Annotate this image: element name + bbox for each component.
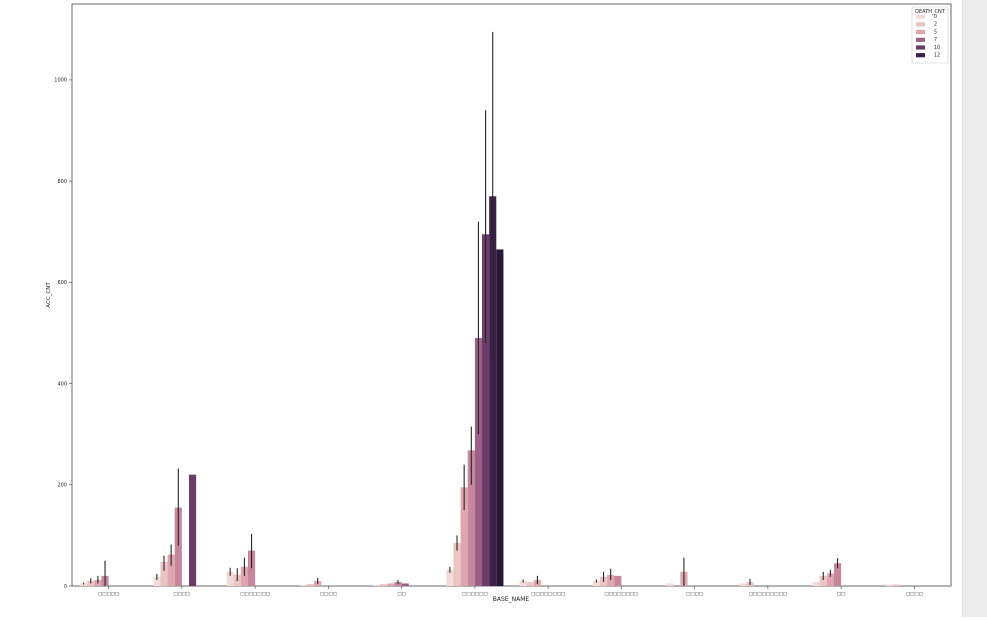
bar — [482, 234, 490, 586]
bar — [299, 584, 307, 586]
legend-entry-label: 7 — [934, 37, 937, 43]
x-tick-label: □□□□ — [906, 592, 923, 597]
bar — [453, 542, 461, 586]
bar — [526, 581, 534, 586]
bar — [460, 487, 468, 586]
bar — [80, 583, 88, 586]
y-tick-label: 600 — [57, 280, 67, 286]
vertical-scrollbar[interactable] — [962, 0, 987, 617]
x-tick-label: □□□□ — [173, 592, 190, 597]
x-tick-label: □□□□□□□□□ — [749, 592, 787, 597]
bar — [489, 196, 497, 586]
bar — [614, 575, 622, 586]
x-tick-label: □□□□□□□ — [240, 592, 270, 597]
legend-entry-label: 2 — [934, 22, 937, 28]
legend-swatch — [916, 22, 925, 27]
legend-swatch — [916, 37, 925, 42]
x-tick-label: □□□□ — [320, 592, 337, 597]
legend: DEATH_CNT 0 25 7 10 12 — [911, 6, 949, 64]
bar — [812, 581, 820, 586]
y-axis-label: ACC_CNT — [46, 282, 52, 308]
legend-swatch — [916, 14, 925, 19]
bar — [826, 573, 834, 586]
y-tick-label: 1000 — [54, 78, 67, 84]
bar — [401, 583, 409, 586]
bar — [519, 580, 527, 586]
bar — [306, 583, 315, 586]
bar — [885, 584, 893, 586]
legend-swatch — [916, 45, 925, 50]
bar — [174, 507, 182, 586]
bar — [240, 566, 248, 586]
x-tick-label: □□□□□ — [98, 592, 119, 597]
bar — [446, 569, 454, 586]
bar — [833, 563, 842, 586]
bar — [387, 583, 395, 586]
bar — [467, 450, 475, 586]
bar — [739, 583, 747, 586]
bar — [160, 561, 168, 586]
bar — [607, 574, 615, 586]
legend-entry-label: 12 — [934, 53, 940, 59]
legend-entry-label: 0 — [934, 14, 937, 20]
legend-title: DEATH_CNT — [915, 9, 946, 15]
x-tick-label: □□□□□□□□ — [604, 592, 638, 597]
legend-entry-label: 10 — [934, 45, 940, 51]
bar — [892, 584, 901, 586]
bar — [380, 583, 388, 586]
y-tick-label: 400 — [57, 381, 67, 387]
bar — [189, 474, 197, 586]
y-tick-label: 200 — [57, 483, 67, 489]
x-tick-label: □□□□□□ — [462, 592, 488, 597]
x-tick-label: □□ — [397, 592, 406, 597]
error-bars-group — [83, 31, 839, 586]
x-axis-label: BASE_NAME — [493, 596, 530, 603]
bar — [496, 249, 504, 586]
bar — [167, 554, 175, 586]
x-tick-label: □□□□□□□□ — [531, 592, 565, 597]
bar — [474, 338, 483, 586]
chart-area: 0 200 400 600 800 1000 □□□□□ □□□□ □□□□□□□ □□□□ □□… — [46, 3, 952, 603]
legend-entry-label: 5 — [934, 29, 937, 35]
bar — [373, 584, 381, 586]
bar — [226, 571, 234, 586]
y-axis: 0 200 400 600 800 1000 — [54, 78, 72, 590]
bar — [153, 576, 161, 586]
x-tick-label: □□□□ — [686, 592, 703, 597]
legend-swatch — [916, 53, 925, 58]
plot-frame — [71, 3, 952, 587]
bar — [819, 575, 827, 586]
y-tick-label: 0 — [64, 584, 67, 590]
bar — [592, 580, 600, 586]
legend-swatch — [916, 30, 925, 35]
x-axis: □□□□□ □□□□ □□□□□□□ □□□□ □□ □□□□□□ □□□□□□□□ □□□□… — [98, 586, 923, 597]
y-tick-label: 800 — [57, 179, 67, 185]
x-tick-label: □□ — [837, 592, 846, 597]
bar — [666, 583, 674, 586]
